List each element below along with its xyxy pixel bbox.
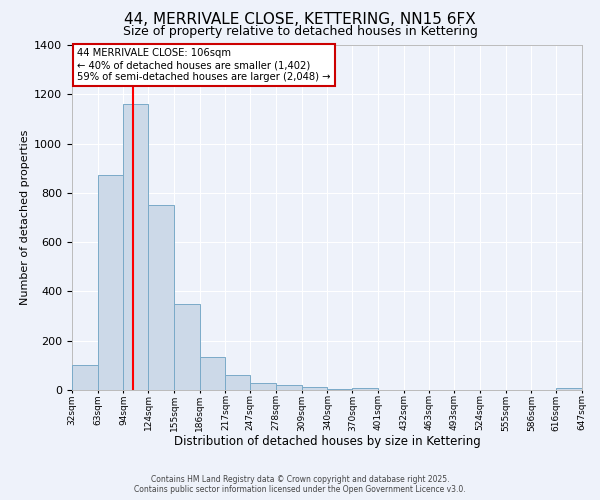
Bar xyxy=(124,104,148,390)
Text: 44, MERRIVALE CLOSE, KETTERING, NN15 6FX: 44, MERRIVALE CLOSE, KETTERING, NN15 6FX xyxy=(124,12,476,28)
Bar xyxy=(200,356,226,390)
Bar xyxy=(556,388,582,390)
Y-axis label: Number of detached properties: Number of detached properties xyxy=(20,130,30,305)
Bar xyxy=(328,389,352,390)
Bar xyxy=(174,304,200,390)
Bar xyxy=(276,385,302,390)
Bar xyxy=(98,175,124,390)
Bar xyxy=(250,382,276,390)
Bar xyxy=(302,387,328,390)
Bar xyxy=(72,364,98,390)
X-axis label: Distribution of detached houses by size in Kettering: Distribution of detached houses by size … xyxy=(173,434,481,448)
Text: 44 MERRIVALE CLOSE: 106sqm
← 40% of detached houses are smaller (1,402)
59% of s: 44 MERRIVALE CLOSE: 106sqm ← 40% of deta… xyxy=(77,48,331,82)
Text: Size of property relative to detached houses in Kettering: Size of property relative to detached ho… xyxy=(122,25,478,38)
Bar xyxy=(226,374,250,390)
Bar xyxy=(352,388,378,390)
Bar xyxy=(148,205,174,390)
Text: Contains HM Land Registry data © Crown copyright and database right 2025.
Contai: Contains HM Land Registry data © Crown c… xyxy=(134,474,466,494)
